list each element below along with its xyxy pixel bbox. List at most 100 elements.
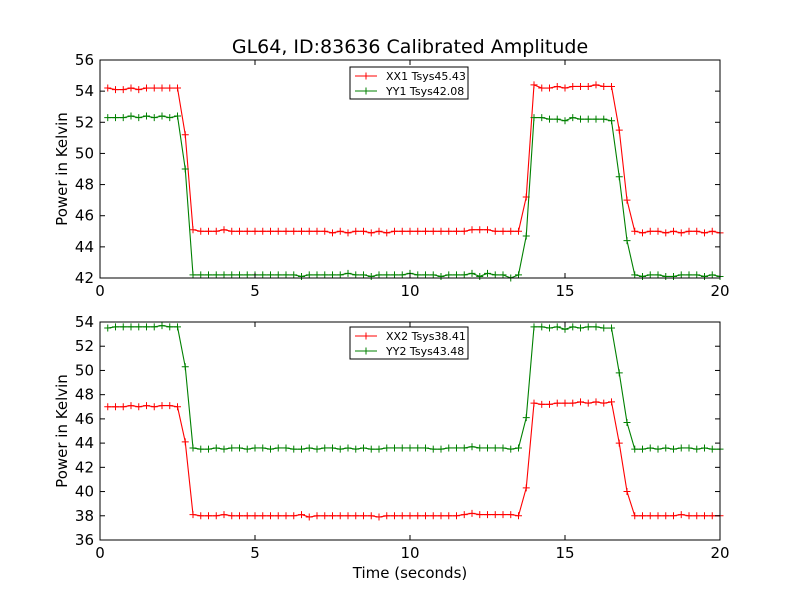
data-point — [437, 227, 445, 235]
data-point — [460, 444, 468, 452]
data-point — [584, 399, 592, 407]
data-point — [553, 399, 561, 407]
data-point — [685, 444, 693, 452]
data-point — [693, 445, 701, 453]
data-point — [267, 227, 274, 235]
data-point — [639, 512, 646, 520]
data-point — [631, 445, 639, 453]
data-point — [701, 229, 708, 237]
data-point — [615, 173, 623, 181]
data-point — [561, 84, 569, 92]
data-point — [530, 114, 538, 122]
x-tick-label: 10 — [400, 544, 419, 562]
data-point — [662, 512, 670, 520]
data-point — [367, 229, 375, 237]
data-point — [530, 81, 538, 89]
data-point — [336, 271, 344, 279]
data-point — [491, 227, 499, 235]
data-point — [313, 445, 321, 453]
x-tick-label: 10 — [400, 282, 419, 300]
data-point — [228, 227, 236, 235]
data-point — [460, 227, 468, 235]
data-point — [212, 227, 220, 235]
data-point — [360, 227, 367, 235]
data-point — [654, 445, 662, 453]
data-point — [398, 227, 406, 235]
data-point — [259, 444, 267, 452]
data-point — [205, 445, 212, 453]
data-point — [290, 445, 298, 453]
data-point — [259, 271, 267, 279]
data-point — [321, 444, 329, 452]
data-point — [553, 323, 561, 331]
data-point — [212, 444, 220, 452]
data-point — [437, 512, 445, 520]
data-point — [313, 227, 321, 235]
data-point — [189, 511, 197, 519]
data-point — [414, 512, 422, 520]
data-point — [375, 271, 383, 279]
data-point — [143, 112, 150, 120]
data-point — [662, 229, 670, 237]
data-point — [476, 226, 484, 234]
data-point — [104, 403, 112, 411]
data-point — [228, 271, 236, 279]
data-point — [414, 271, 422, 279]
data-point — [375, 513, 383, 521]
y-axis-label: Power in Kelvin — [53, 112, 71, 226]
data-point — [577, 115, 584, 123]
data-point — [135, 86, 143, 94]
data-point — [639, 272, 646, 280]
data-point — [298, 272, 305, 280]
data-point — [174, 112, 181, 120]
data-point — [243, 512, 251, 520]
top-panel: 0 5 10 15 20 42 44 46 48 50 52 54 56 Power in Kelvin X… — [53, 51, 730, 300]
data-point — [197, 445, 205, 453]
data-point — [600, 324, 608, 332]
data-point — [298, 227, 305, 235]
data-point — [189, 444, 197, 452]
data-point — [181, 165, 189, 173]
data-point — [445, 512, 453, 520]
data-point — [445, 271, 453, 279]
data-point — [507, 511, 515, 519]
data-point — [530, 399, 538, 407]
data-point — [290, 271, 298, 279]
data-point — [166, 402, 174, 410]
data-point — [453, 512, 460, 520]
data-point — [530, 323, 538, 331]
data-point — [398, 271, 406, 279]
data-point — [615, 439, 623, 447]
data-point — [398, 444, 406, 452]
data-point — [143, 402, 150, 410]
data-point — [251, 444, 259, 452]
y-tick-label: 38 — [75, 507, 94, 525]
data-point — [367, 445, 375, 453]
data-point — [538, 400, 546, 408]
data-point — [484, 511, 491, 519]
data-point — [693, 512, 701, 520]
data-point — [546, 400, 553, 408]
data-point — [484, 269, 491, 277]
data-point — [623, 196, 631, 204]
data-point — [662, 272, 670, 280]
data-point — [181, 438, 189, 446]
data-point — [476, 511, 484, 519]
data-point — [298, 445, 305, 453]
data-point — [352, 445, 360, 453]
data-point — [429, 445, 437, 453]
data-point — [174, 323, 181, 331]
data-point — [561, 399, 569, 407]
data-point — [367, 272, 375, 280]
data-point — [282, 444, 290, 452]
data-point — [608, 117, 615, 125]
x-tick-label: 0 — [95, 282, 105, 300]
data-point — [476, 444, 484, 452]
data-point — [631, 271, 639, 279]
data-point — [166, 323, 174, 331]
data-point — [654, 227, 662, 235]
data-point — [344, 229, 352, 237]
data-point — [158, 322, 166, 330]
legend-label-1: XX2 Tsys38.41 — [386, 330, 466, 343]
data-point — [119, 86, 127, 94]
